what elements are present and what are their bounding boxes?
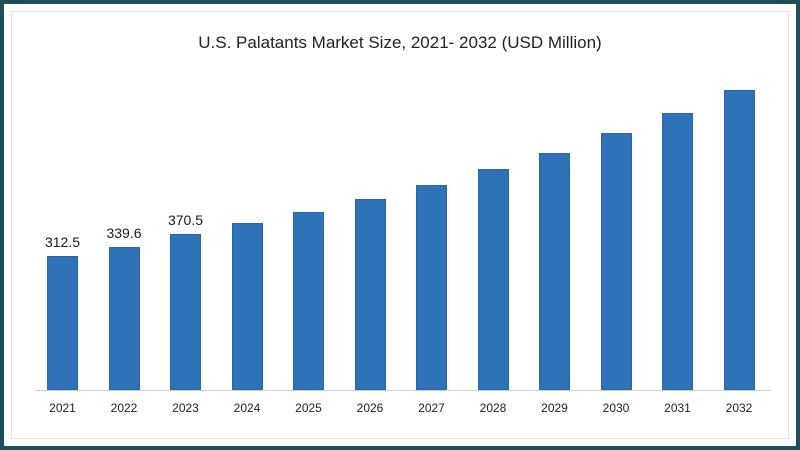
x-tick-label: 2025 [295,401,322,415]
bar-2030 [600,133,632,390]
bar-2027 [416,185,447,390]
data-label: 339.6 [106,225,142,241]
bar-2031 [662,113,693,390]
x-tick-label: 2031 [664,401,691,415]
chart-title: U.S. Palatants Market Size, 2021- 2032 (… [198,33,602,52]
data-label: 312.5 [44,234,81,250]
bar-2022 [108,247,140,390]
x-axis-line [35,390,771,391]
x-tick-label: 2024 [233,401,261,415]
x-tick-label: 2029 [541,401,568,415]
x-tick-label: 2028 [479,401,507,415]
x-tick-label: 2030 [602,401,630,415]
x-tick-label: 2023 [172,401,199,415]
chart-panel [11,11,789,439]
bar-2029 [539,153,570,390]
x-tick-label: 2021 [49,401,76,415]
bar-2028 [477,169,509,390]
bar-2032 [723,90,755,390]
bar-2024 [231,223,263,390]
x-tick-label: 2022 [110,401,138,415]
x-tick-label: 2032 [725,401,753,415]
bar-2025 [293,212,324,390]
bar-2026 [354,199,386,390]
x-tick-label: 2026 [356,401,384,415]
x-tick-label: 2027 [418,401,445,415]
data-label: 370.5 [167,212,204,228]
bar-2021 [47,256,78,390]
bar-2023 [170,234,201,390]
